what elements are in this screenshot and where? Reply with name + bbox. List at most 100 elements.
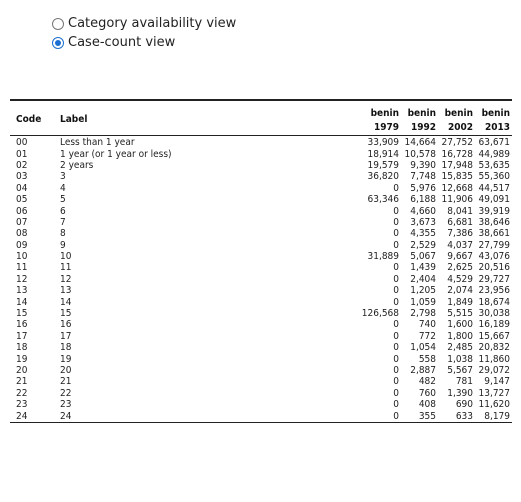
table-row: 24 24 0 355 633 8,179 <box>10 410 512 423</box>
cell-count-2013: 11,860 <box>478 353 510 365</box>
table-row: 14 14 0 1,059 1,849 18,674 <box>10 296 512 308</box>
cell-count-2013: 63,671 <box>478 137 510 149</box>
cell-label: 12 <box>60 273 72 285</box>
cell-count-2002: 6,681 <box>447 216 473 228</box>
cell-count-2002: 633 <box>438 410 475 423</box>
table-row: 13 13 0 1,205 2,074 23,956 <box>10 285 512 296</box>
cell-count-1992: 1,205 <box>410 285 436 297</box>
cell-count-2002: 781 <box>455 376 473 388</box>
cell-count-2013: 11,620 <box>478 399 510 411</box>
cell-count-1992: 4,660 <box>410 205 436 217</box>
cell-count-2013: 30,038 <box>478 308 510 320</box>
column-header-label: Label <box>57 99 348 136</box>
cell-code: 17 <box>16 330 28 342</box>
cell-count-2002: 2,485 <box>447 342 473 354</box>
cell-label: 11 <box>60 262 72 274</box>
cell-code: 05 <box>16 194 28 206</box>
cell-count-2013: 29,072 <box>478 365 510 376</box>
cell-count-1979: 0 <box>393 342 399 354</box>
cell-code: 14 <box>16 296 28 308</box>
cell-count-2013: 16,189 <box>478 319 510 331</box>
column-header-year: 2002 <box>438 119 475 136</box>
cell-label: 16 <box>60 319 72 331</box>
cell-code: 10 <box>16 251 28 263</box>
cell-count-1992: 9,390 <box>410 159 436 171</box>
cell-count-2002: 8,041 <box>447 205 473 217</box>
radio-label[interactable]: Category availability view <box>68 16 237 31</box>
table-row: 07 7 0 3,673 6,681 38,646 <box>10 217 512 228</box>
cell-code: 18 <box>16 342 28 354</box>
cell-code: 21 <box>16 376 28 388</box>
cell-count-1979: 0 <box>393 330 399 342</box>
radio-category-availability-view[interactable]: Category availability view <box>52 14 236 33</box>
cell-label: 5 <box>60 194 66 206</box>
table-row: 12 12 0 2,404 4,529 29,727 <box>10 274 512 285</box>
cell-label: 6 <box>60 205 66 217</box>
cell-code: 23 <box>16 399 28 411</box>
table-row: 15 15 126,568 2,798 5,515 30,038 <box>10 308 512 319</box>
table-row: 11 11 0 1,439 2,625 20,516 <box>10 262 512 273</box>
column-header-year: 1992 <box>401 119 438 136</box>
cell-count-1992: 14,664 <box>404 137 436 149</box>
cell-count-1992: 6,188 <box>410 194 436 206</box>
radio-button-checked[interactable] <box>52 36 64 49</box>
column-header-code: Code <box>10 99 57 136</box>
case-count-table-container: Code Label benin benin benin benin 1979 … <box>10 99 512 423</box>
cell-count-2002: 5,567 <box>447 365 473 376</box>
column-header-country: benin <box>438 99 475 119</box>
cell-label: 8 <box>60 228 66 240</box>
table-row: 22 22 0 760 1,390 13,727 <box>10 388 512 399</box>
cell-code: 00 <box>16 137 28 149</box>
table-row: 18 18 0 1,054 2,485 20,832 <box>10 342 512 353</box>
cell-count-2002: 17,948 <box>441 159 473 171</box>
cell-count-1979: 0 <box>393 376 399 388</box>
cell-count-1979: 0 <box>393 228 399 240</box>
cell-count-1979: 0 <box>393 239 399 251</box>
cell-count-2002: 4,037 <box>447 239 473 251</box>
cell-count-1992: 558 <box>418 353 436 365</box>
cell-count-2013: 55,360 <box>478 171 510 183</box>
cell-label: 20 <box>60 365 72 376</box>
cell-count-2013: 13,727 <box>478 387 510 399</box>
cell-code: 13 <box>16 285 28 297</box>
radio-button-unchecked[interactable] <box>52 17 64 30</box>
cell-count-1979: 0 <box>393 285 399 297</box>
cell-code: 15 <box>16 308 28 320</box>
cell-count-1979: 19,579 <box>367 159 399 171</box>
cell-count-2013: 18,674 <box>478 296 510 308</box>
cell-count-2002: 16,728 <box>441 148 473 160</box>
cell-count-1979: 0 <box>393 273 399 285</box>
cell-count-2013: 49,091 <box>478 194 510 206</box>
cell-count-2002: 1,600 <box>447 319 473 331</box>
cell-count-2013: 15,667 <box>478 330 510 342</box>
cell-count-1992: 1,059 <box>410 296 436 308</box>
cell-label: 19 <box>60 353 72 365</box>
cell-count-1979: 0 <box>393 353 399 365</box>
cell-count-2013: 29,727 <box>478 273 510 285</box>
table-row: 20 20 0 2,887 5,567 29,072 <box>10 365 512 376</box>
cell-code: 22 <box>16 387 28 399</box>
column-header-country: benin <box>475 99 512 119</box>
cell-count-2013: 38,646 <box>478 216 510 228</box>
cell-code: 03 <box>16 171 28 183</box>
cell-count-1992: 1,439 <box>410 262 436 274</box>
table-body: 00 Less than 1 year 33,909 14,664 27,752 63,6… <box>10 136 512 423</box>
cell-label: 14 <box>60 296 72 308</box>
cell-label: 1 year (or 1 year or less) <box>60 148 172 160</box>
cell-count-2013: 9,147 <box>484 376 510 388</box>
cell-count-2013: 8,179 <box>475 410 512 423</box>
table-row: 08 8 0 4,355 7,386 38,661 <box>10 228 512 239</box>
table-row: 02 2 years 19,579 9,390 17,948 53,635 <box>10 160 512 171</box>
cell-code: 16 <box>16 319 28 331</box>
table-row: 01 1 year (or 1 year or less) 18,914 10,578… <box>10 148 512 160</box>
cell-count-2013: 44,989 <box>478 148 510 160</box>
cell-count-1979: 0 <box>393 182 399 194</box>
radio-label[interactable]: Case-count view <box>68 35 176 50</box>
cell-count-2002: 27,752 <box>441 137 473 149</box>
cell-count-1992: 2,529 <box>410 239 436 251</box>
column-header-country: benin <box>348 99 401 119</box>
radio-case-count-view[interactable]: Case-count view <box>52 33 236 52</box>
table-row: 10 10 31,889 5,067 9,667 43,076 <box>10 251 512 262</box>
table-row: 23 23 0 408 690 11,620 <box>10 399 512 410</box>
cell-label: 15 <box>60 308 72 320</box>
